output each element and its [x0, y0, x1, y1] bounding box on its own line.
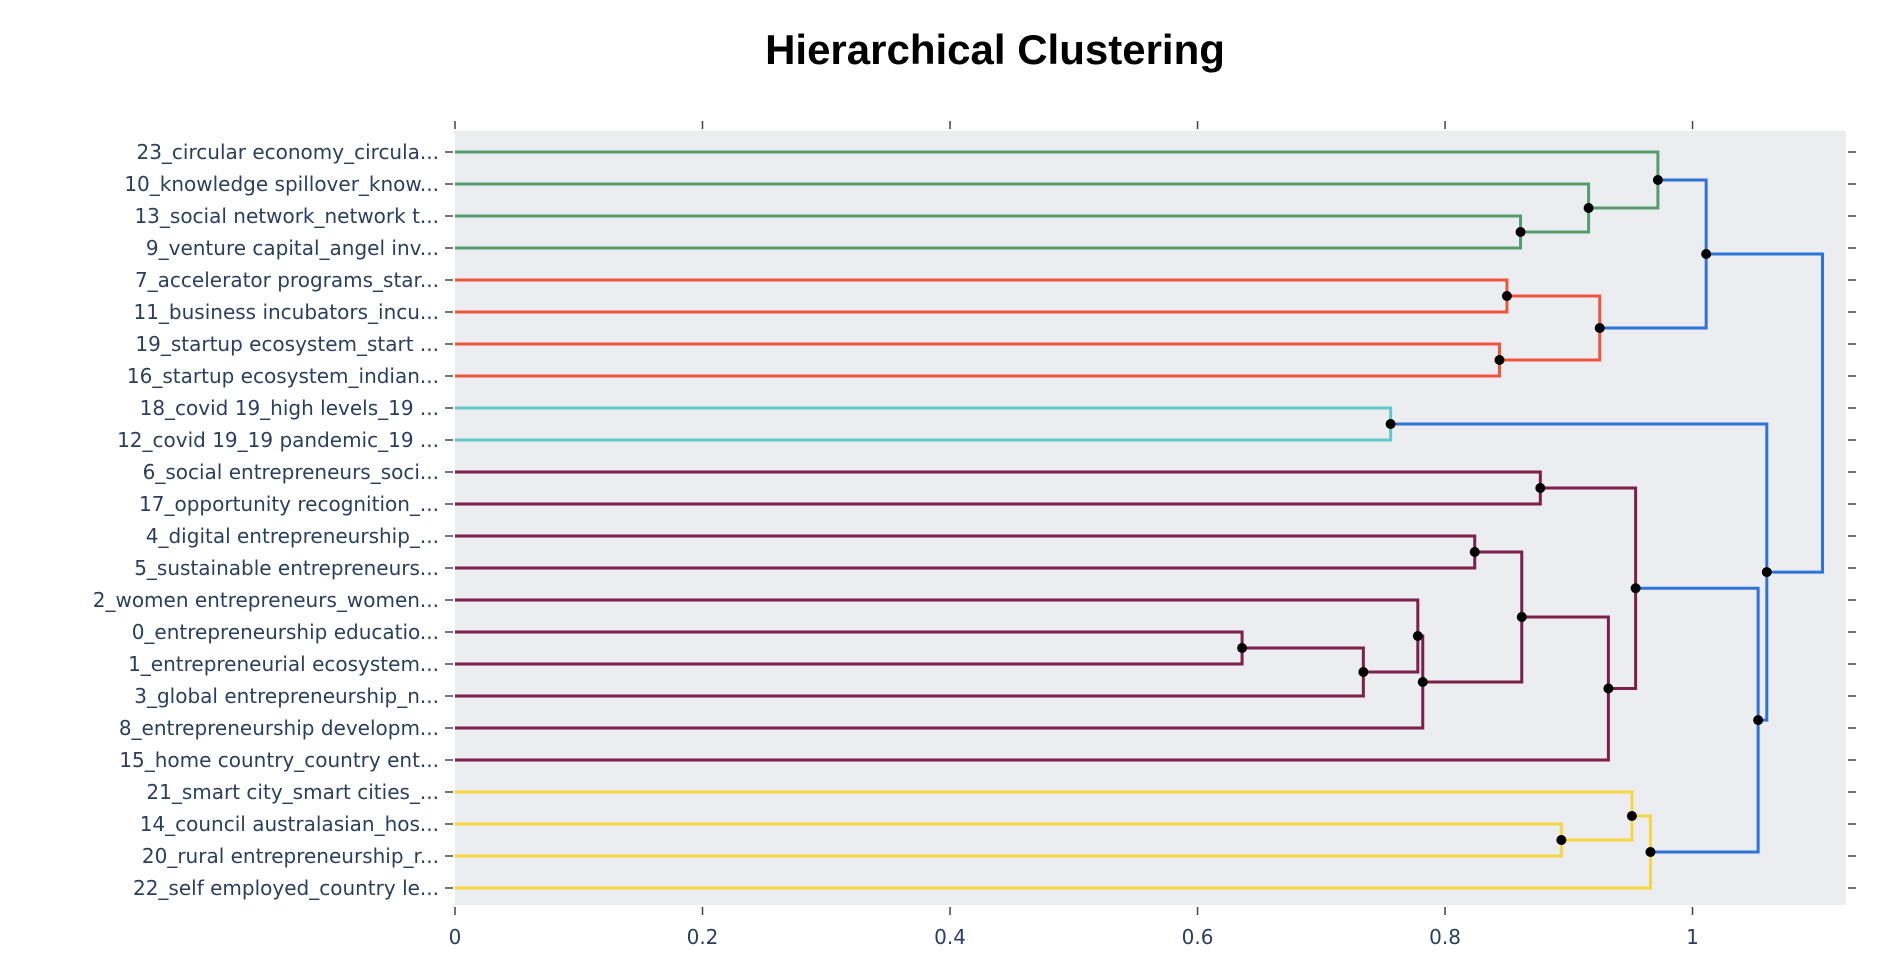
leaf-label: 0_entrepreneurship educatio...	[132, 620, 439, 644]
node-marker	[1603, 683, 1614, 694]
node-marker	[1412, 631, 1423, 641]
leaf-labels: 23_circular economy_circula... 10_knowled…	[93, 140, 439, 900]
leaf-label: 17_opportunity recognition_...	[139, 492, 439, 516]
leaf-label: 12_covid 19_19 pandemic_19 ...	[117, 428, 439, 452]
node-marker	[1753, 715, 1764, 726]
chart-title: Hierarchical Clustering	[765, 26, 1225, 73]
leaf-label: 9_venture capital_angel inv...	[146, 236, 439, 260]
x-tick-label: 1	[1686, 925, 1699, 949]
axis-ticks: 0 0.2 0.4 0.6 0.8 1	[445, 121, 1856, 949]
leaf-label: 6_social entrepreneurs_soci...	[143, 460, 439, 484]
node-marker	[1626, 811, 1637, 821]
node-marker	[1501, 291, 1512, 301]
node-marker	[1583, 203, 1594, 213]
node-marker	[1417, 677, 1428, 687]
leaf-label: 15_home country_country ent...	[119, 748, 439, 772]
node-marker	[1535, 483, 1546, 493]
node-marker	[1515, 227, 1526, 237]
leaf-label: 18_covid 19_high levels_19 ...	[140, 396, 439, 420]
leaf-label: 13_social network_network t...	[134, 204, 439, 228]
leaf-label: 11_business incubators_incu...	[133, 300, 439, 324]
node-marker	[1645, 847, 1656, 857]
node-marker	[1761, 567, 1772, 578]
leaf-label: 23_circular economy_circula...	[136, 140, 439, 164]
node-marker	[1469, 547, 1480, 557]
leaf-label: 8_entrepreneurship developm...	[119, 716, 439, 740]
node-marker	[1385, 419, 1396, 429]
x-tick-label: 0.6	[1182, 925, 1214, 949]
leaf-label: 5_sustainable entrepreneurs...	[134, 556, 439, 580]
node-marker	[1630, 583, 1641, 594]
leaf-label: 2_women entrepreneurs_women...	[93, 588, 439, 612]
node-marker	[1358, 667, 1369, 677]
leaf-label: 14_council australasian_hos...	[140, 812, 439, 836]
leaf-label: 3_global entrepreneurship_n...	[134, 684, 439, 708]
x-tick-label: 0	[449, 925, 462, 949]
leaf-label: 4_digital entrepreneurship_...	[146, 524, 439, 548]
leaf-label: 1_entrepreneurial ecosystem...	[128, 652, 439, 676]
x-tick-label: 0.4	[934, 925, 966, 949]
leaf-label: 21_smart city_smart cities_...	[146, 780, 439, 804]
node-marker	[1556, 835, 1567, 845]
x-tick-label: 0.8	[1429, 925, 1461, 949]
x-tick-label: 0.2	[687, 925, 719, 949]
node-marker	[1594, 323, 1605, 333]
leaf-label: 20_rural entrepreneurship_r...	[142, 844, 439, 868]
plot-area	[455, 131, 1846, 905]
node-marker	[1516, 612, 1527, 622]
node-marker	[1237, 643, 1248, 653]
leaf-label: 7_accelerator programs_star...	[135, 268, 439, 292]
dendrogram-link-blue	[1706, 252, 1824, 574]
node-marker	[1494, 355, 1505, 365]
leaf-label: 16_startup ecosystem_indian...	[127, 364, 439, 388]
leaf-label: 19_startup ecosystem_start ...	[135, 332, 439, 356]
node-marker	[1701, 249, 1712, 259]
node-markers	[1237, 175, 1772, 857]
leaf-label: 22_self employed_country le...	[133, 876, 439, 900]
leaf-label: 10_knowledge spillover_know...	[124, 172, 439, 196]
node-marker	[1652, 175, 1663, 185]
